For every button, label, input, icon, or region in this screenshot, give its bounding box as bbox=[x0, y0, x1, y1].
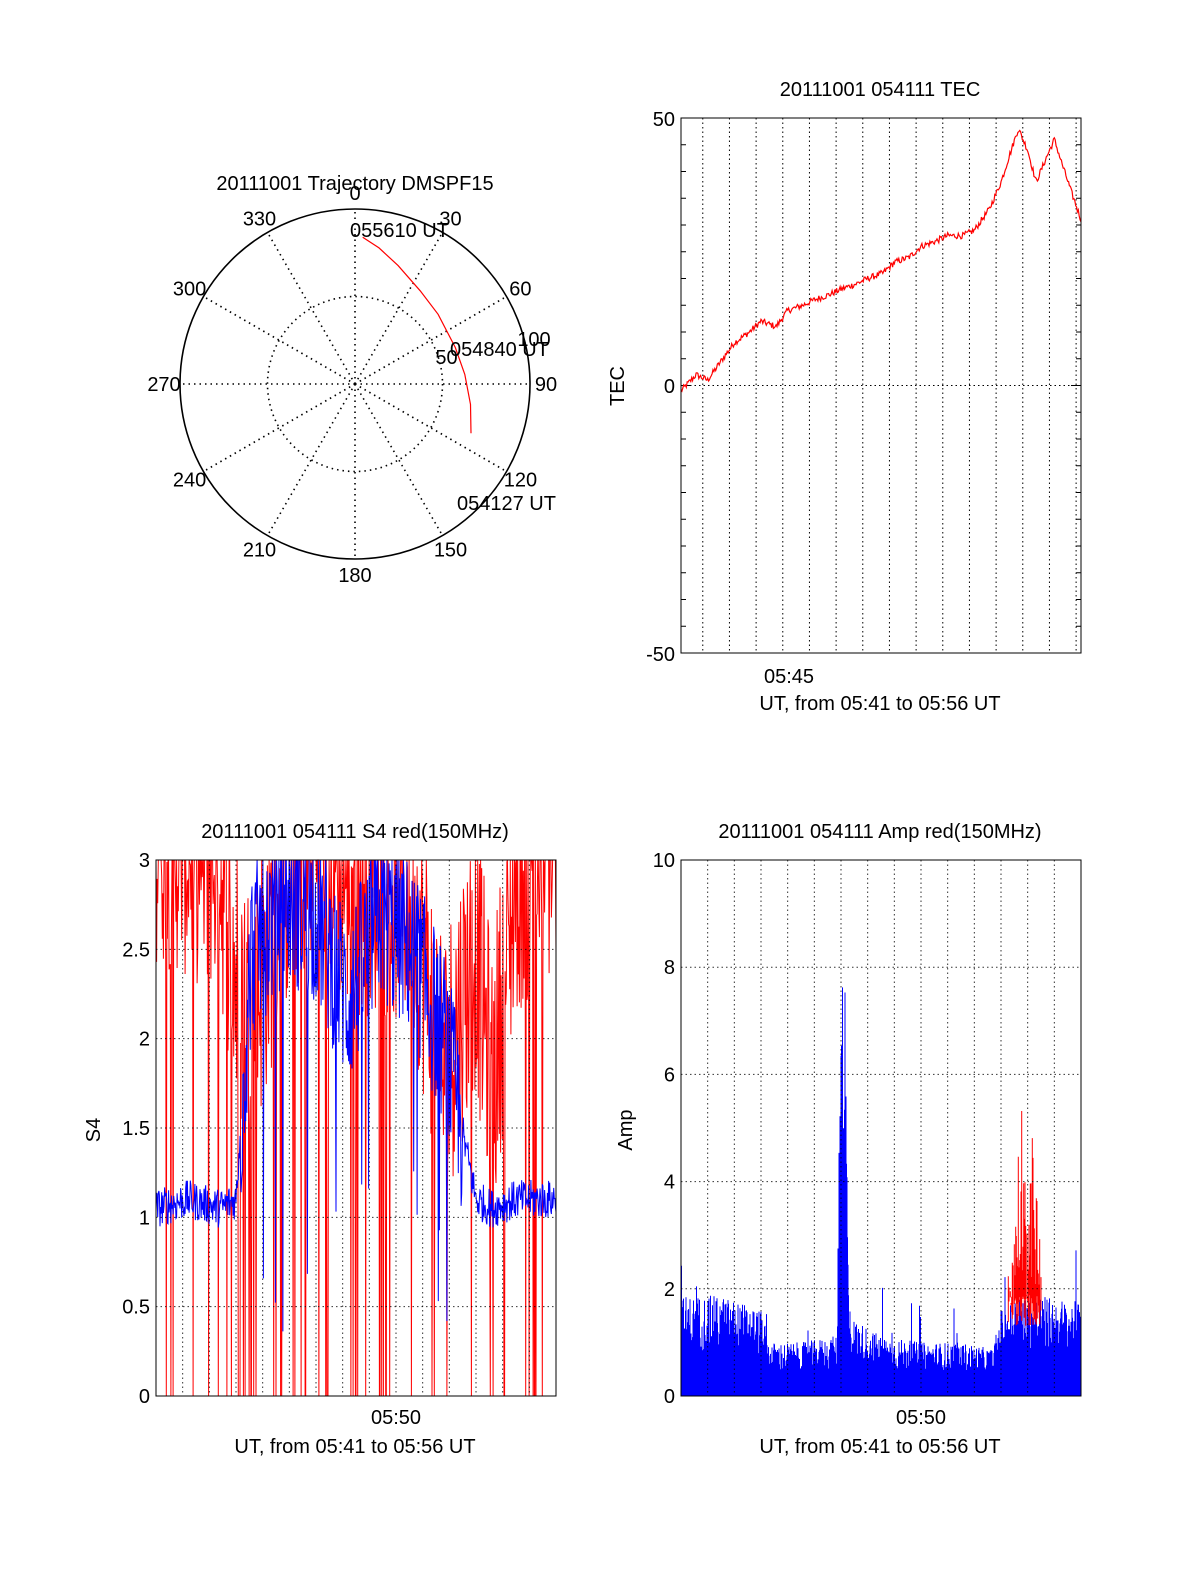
tec-ytick-minus50: -50 bbox=[646, 644, 675, 666]
amp-ytick-labels: 0 2 4 6 8 10 bbox=[653, 850, 675, 1408]
polar-spoke bbox=[354, 383, 507, 473]
polar-angle-label: 60 bbox=[509, 279, 531, 301]
s4-plot-frame bbox=[155, 859, 557, 1397]
polar-spoke bbox=[266, 232, 356, 385]
amp-ytick-label: 6 bbox=[664, 1064, 675, 1086]
amp-red-series bbox=[1007, 1111, 1042, 1326]
s4-grid bbox=[156, 860, 556, 1396]
tec-title: 20111001 054111 TEC bbox=[780, 79, 981, 101]
polar-angle-label: 300 bbox=[173, 279, 206, 301]
s4-ytick-label: 0 bbox=[139, 1386, 150, 1408]
s4-ytick-labels: 0 0.5 1 1.5 2 2.5 3 bbox=[122, 850, 150, 1408]
polar-radius-label: 50 bbox=[435, 347, 457, 369]
s4-ytick-label: 1.5 bbox=[122, 1118, 150, 1140]
s4-ytick-label: 2 bbox=[139, 1029, 150, 1051]
s4-title: 20111001 054111 S4 red(150MHz) bbox=[201, 821, 509, 843]
polar-angle-label: 240 bbox=[173, 470, 206, 492]
track-middle-label: 054840 UT bbox=[450, 339, 549, 361]
amp-ylabel: Amp bbox=[615, 1109, 637, 1150]
polar-spoke bbox=[354, 383, 444, 536]
polar-angle-label: 90 bbox=[535, 374, 557, 396]
amp-panel: 20111001 054111 Amp red(150MHz) Amp 0 2 4 6… bbox=[615, 821, 1082, 1458]
tec-ylabel: TEC bbox=[607, 366, 629, 406]
polar-spoke bbox=[203, 383, 356, 473]
trajectory-track bbox=[362, 236, 472, 434]
tec-xlabel: UT, from 05:41 to 05:56 UT bbox=[759, 693, 1000, 715]
s4-blue-series bbox=[155, 859, 557, 1332]
tec-ytick-50: 50 bbox=[653, 109, 675, 131]
s4-ytick-label: 1 bbox=[139, 1207, 150, 1229]
tec-panel: 20111001 054111 TEC TEC 05:45 UT, from 0… bbox=[607, 79, 1082, 715]
amp-ytick-label: 8 bbox=[664, 957, 675, 979]
s4-xtick-label: 05:50 bbox=[371, 1407, 421, 1429]
amp-xlabel: UT, from 05:41 to 05:56 UT bbox=[759, 1436, 1000, 1458]
polar-angle-label: 330 bbox=[243, 209, 276, 231]
s4-ytick-label: 2.5 bbox=[122, 939, 150, 961]
amp-grid bbox=[681, 860, 1081, 1396]
track-end-label: 055610 UT bbox=[350, 220, 449, 242]
tec-xtick-label: 05:45 bbox=[764, 666, 814, 688]
polar-angle-label: 30 bbox=[439, 209, 461, 231]
amp-red-bars bbox=[1007, 1111, 1042, 1326]
s4-panel: 20111001 054111 S4 red(150MHz) S4 0 0.5 1 1… bbox=[83, 821, 557, 1458]
amp-title: 20111001 054111 Amp red(150MHz) bbox=[718, 821, 1041, 843]
polar-angle-label: 150 bbox=[434, 539, 467, 561]
s4-xlabel: UT, from 05:41 to 05:56 UT bbox=[234, 1436, 475, 1458]
polar-angle-label: 210 bbox=[243, 539, 276, 561]
amp-ytick-label: 4 bbox=[664, 1172, 675, 1194]
s4-ylabel: S4 bbox=[83, 1118, 105, 1142]
amp-ytick-label: 0 bbox=[664, 1386, 675, 1408]
amp-xtick-label: 05:50 bbox=[896, 1407, 946, 1429]
tec-ytick-0: 0 bbox=[664, 376, 675, 398]
s4-ytick-label: 0.5 bbox=[122, 1297, 150, 1319]
amp-plot-frame bbox=[680, 859, 1082, 1397]
track-start-label: 054127 UT bbox=[457, 493, 556, 515]
tec-grid bbox=[681, 118, 1081, 653]
tec-plot-frame bbox=[680, 117, 1082, 654]
s4-ytick-label: 3 bbox=[139, 850, 150, 872]
amp-ytick-label: 2 bbox=[664, 1279, 675, 1301]
polar-angle-label: 270 bbox=[147, 374, 180, 396]
polar-angle-label: 0 bbox=[349, 183, 360, 205]
polar-grid bbox=[179, 208, 531, 560]
trajectory-panel: 20111001 Trajectory DMSPF15 0 30 60 90 120 15… bbox=[147, 173, 557, 587]
s4-blue-line bbox=[155, 859, 557, 1332]
trajectory-title: 20111001 Trajectory DMSPF15 bbox=[216, 173, 493, 195]
amp-ytick-label: 10 bbox=[653, 850, 675, 872]
polar-outer-circle bbox=[179, 208, 531, 560]
polar-ring-50 bbox=[266, 295, 444, 473]
polar-spoke bbox=[266, 383, 356, 536]
polar-radius-label: 100 bbox=[517, 329, 550, 351]
tec-series-line bbox=[680, 129, 1082, 393]
polar-angle-label: 180 bbox=[338, 565, 371, 587]
polar-angle-label: 120 bbox=[504, 470, 537, 492]
polar-angle-labels: 0 30 60 90 120 150 180 210 240 270 300 330 50 100 bbox=[147, 183, 557, 587]
